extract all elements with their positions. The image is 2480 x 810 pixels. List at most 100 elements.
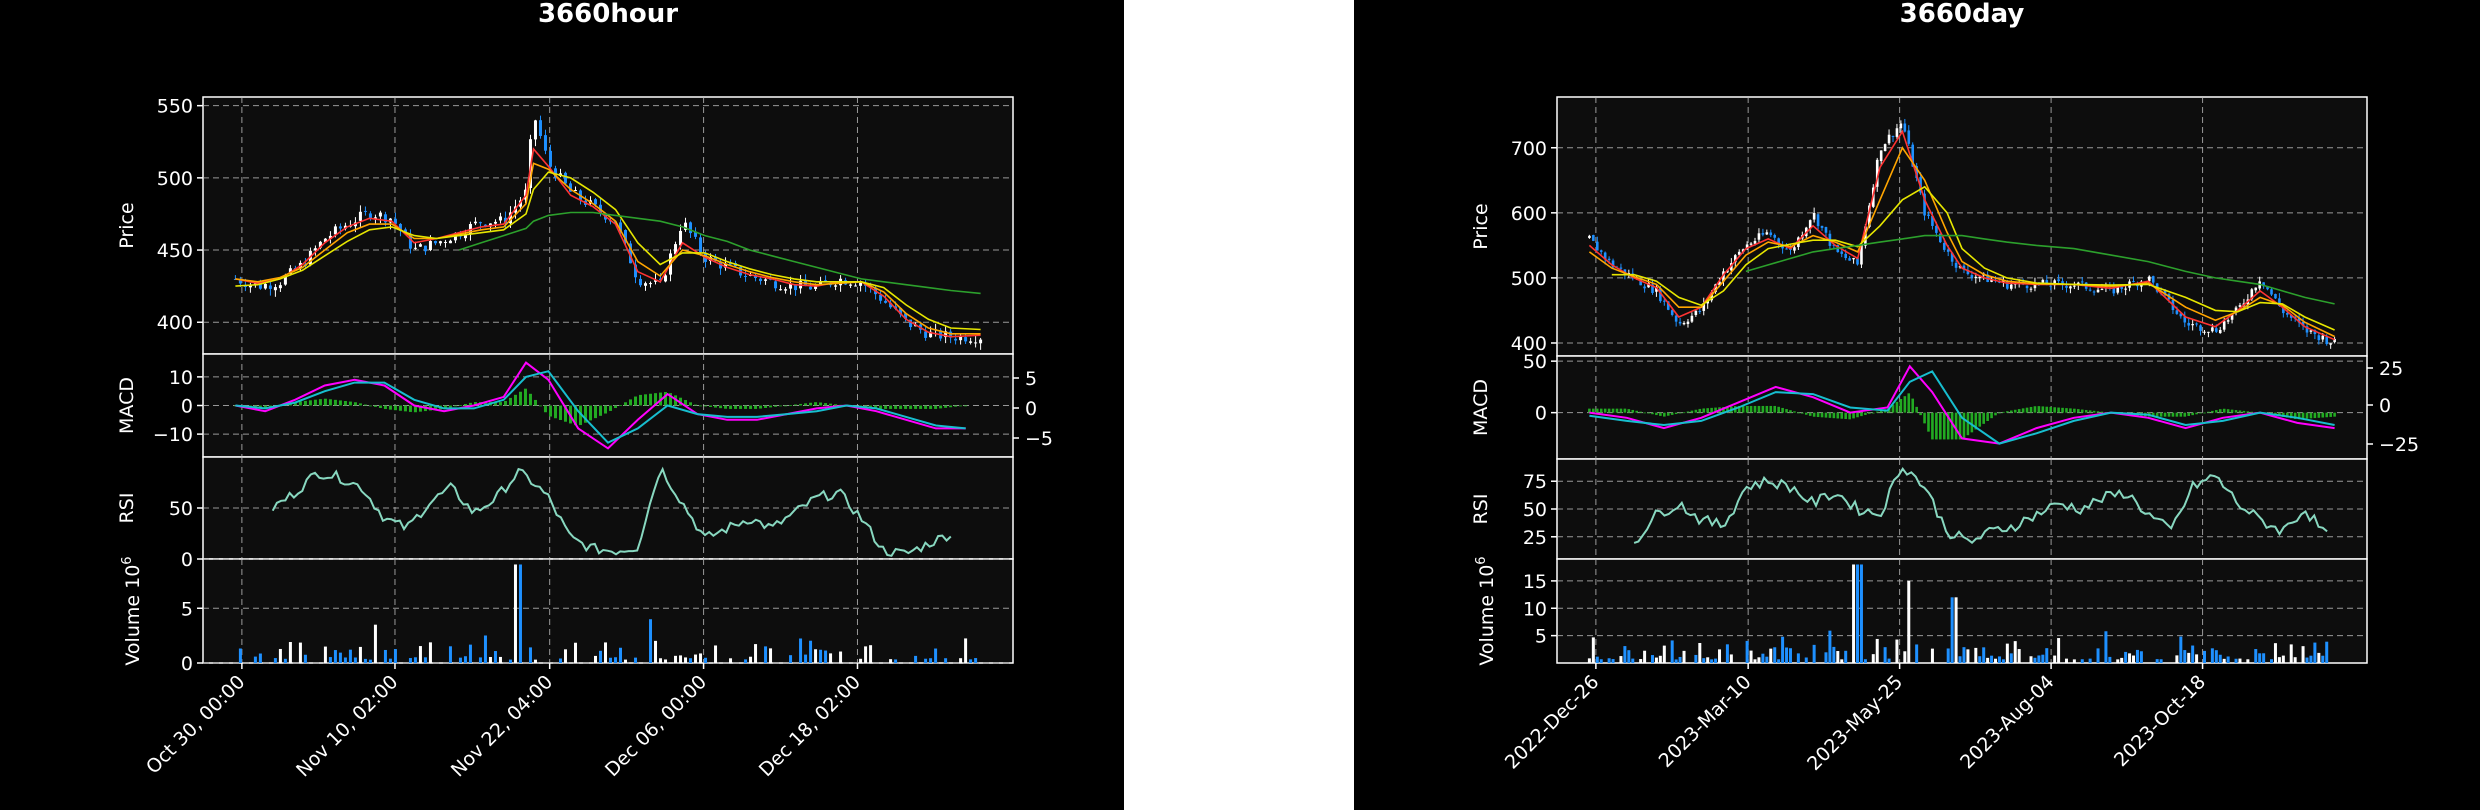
macd-histogram-bar (1966, 412, 1970, 436)
volume-bar (839, 651, 843, 663)
macd-histogram-bar (1958, 412, 1962, 440)
macd-histogram-bar (523, 388, 527, 406)
volume-bar (829, 653, 833, 663)
candle-body (2270, 289, 2273, 295)
daily-chart-svg: 3660day700600500400Price500250−25MACD755… (1470, 0, 2419, 775)
macd-histogram-bar (2065, 408, 2068, 413)
candle-body (248, 284, 252, 288)
macd-histogram-bar (1824, 412, 1828, 418)
volume-bar (714, 645, 718, 663)
volume-bar (1639, 659, 1643, 663)
macd-histogram-bar (1998, 412, 2001, 414)
volume-bar (1745, 640, 1749, 663)
macd-histogram-bar (644, 394, 648, 406)
macd-histogram-bar (2309, 412, 2313, 419)
volume-bar (508, 659, 512, 663)
candle-body (649, 283, 653, 285)
candle-body (1808, 220, 1812, 229)
macd-histogram-bar (373, 405, 377, 407)
volume-bar (558, 658, 562, 663)
candle-body (1655, 286, 1658, 292)
volume-bar (408, 658, 412, 663)
volume-bar (1710, 659, 1714, 663)
volume-bar (1895, 639, 1899, 663)
macd-histogram-bar (1611, 408, 1615, 413)
volume-bar (2096, 648, 2100, 663)
macd-histogram-bar (1891, 404, 1895, 413)
macd-histogram-bar (1694, 409, 1698, 413)
macd-histogram-bar (2061, 407, 2064, 413)
volume-bar (614, 657, 618, 663)
candle-body (1686, 321, 1690, 324)
macd-histogram-bar (1635, 410, 1639, 413)
volume-bar (2139, 651, 2143, 663)
candle-body (1950, 252, 1954, 262)
volume-exponent: 6 (120, 556, 135, 564)
macd-histogram-bar (1828, 412, 1832, 418)
macd-histogram-bar (1856, 412, 1859, 418)
macd-histogram-bar (1722, 407, 1725, 413)
macd-histogram-bar (2002, 411, 2005, 413)
candle-body (654, 280, 658, 282)
macd-histogram-bar (1651, 412, 1654, 415)
candle-body (473, 221, 477, 224)
macd-histogram-bar (759, 405, 763, 409)
candle-body (1749, 243, 1753, 245)
macd-histogram-bar (558, 405, 562, 420)
x-tick-label: 2022-Dec-26 (1501, 671, 1604, 774)
candle-body (2065, 285, 2068, 288)
volume-bar (1796, 653, 1800, 663)
macd-histogram-bar (1757, 405, 1761, 413)
macd-histogram-bar (1781, 407, 1784, 413)
candle-body (383, 214, 387, 223)
macd-histogram-bar (1741, 405, 1745, 413)
macd-left-tick-label: 0 (1535, 403, 1547, 425)
macd-histogram-bar (508, 397, 512, 406)
x-tick-label: Oct 30, 00:00 (142, 671, 249, 778)
candle-body (1733, 255, 1737, 263)
rsi-tick-label: 50 (169, 498, 193, 520)
macd-histogram-bar (1946, 412, 1950, 440)
volume-bar (1852, 564, 1856, 663)
candle-body (1832, 244, 1836, 246)
candle-body (1978, 276, 1982, 278)
volume-bar (819, 649, 823, 663)
macd-histogram-bar (919, 405, 923, 409)
macd-left-tick-label: 10 (169, 367, 193, 389)
candle-body (428, 240, 432, 251)
candle-body (1682, 322, 1686, 325)
candle-body (593, 199, 597, 205)
macd-histogram-bar (699, 405, 703, 407)
volume-bar (1958, 656, 1962, 663)
volume-bar (2120, 657, 2124, 663)
rsi-tick-label: 50 (1523, 499, 1547, 521)
macd-histogram-bar (2057, 407, 2060, 413)
macd-histogram-bar (1666, 412, 1670, 416)
candle-body (273, 287, 277, 291)
candle-body (2305, 326, 2309, 333)
volume-bar (1769, 648, 1773, 663)
candle-body (2183, 316, 2187, 323)
macd-histogram-bar (614, 405, 618, 409)
candle-body (2285, 313, 2289, 315)
macd-histogram-bar (2100, 411, 2104, 413)
rsi-tick-label: 0 (181, 549, 193, 571)
candle-body (2207, 331, 2210, 333)
volume-bar (2254, 649, 2258, 663)
volume-bar (1706, 657, 1710, 663)
volume-bar (944, 658, 948, 663)
macd-histogram-bar (2321, 412, 2325, 418)
volume-bar (1840, 659, 1844, 663)
volume-bar (1962, 647, 1966, 663)
macd-histogram-bar (764, 405, 768, 408)
volume-bar (303, 654, 307, 663)
macd-histogram-bar (398, 405, 402, 411)
macd-histogram-bar (328, 399, 332, 406)
candle-body (1860, 245, 1863, 265)
macd-histogram-bar (2329, 412, 2332, 417)
volume-bar (2281, 655, 2285, 663)
volume-bar (1812, 644, 1816, 663)
candle-body (1690, 315, 1694, 322)
macd-histogram-bar (2297, 412, 2301, 420)
macd-histogram-bar (498, 402, 502, 406)
